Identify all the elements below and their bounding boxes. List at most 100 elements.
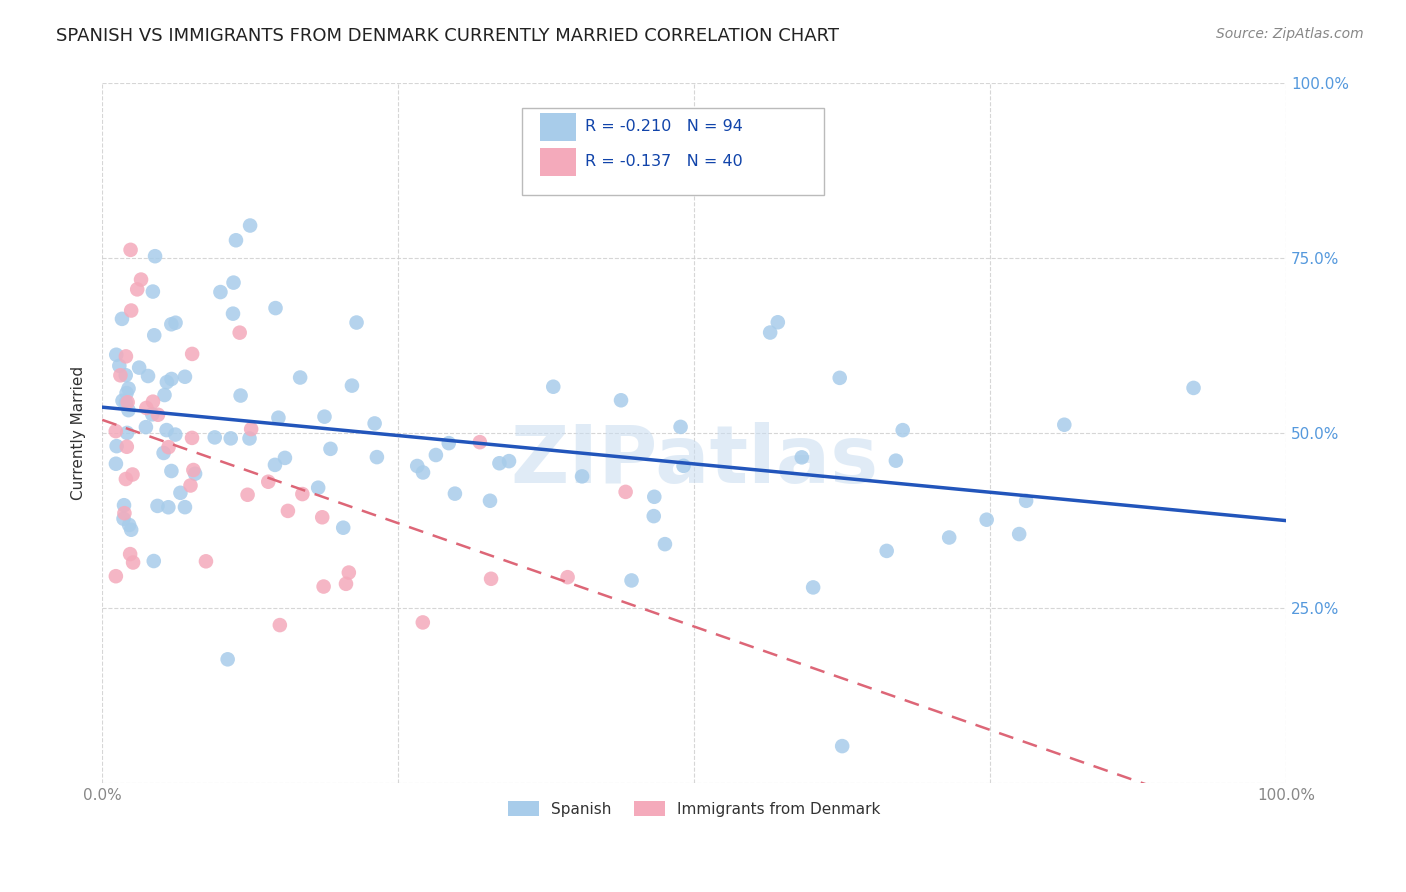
Point xyxy=(129,272,152,286)
Point xyxy=(1008,527,1031,541)
Y-axis label: Currently Married: Currently Married xyxy=(72,367,86,500)
Point xyxy=(759,326,782,340)
Point xyxy=(135,401,157,415)
Point xyxy=(425,448,447,462)
Point xyxy=(337,566,360,580)
Point xyxy=(157,500,180,515)
Point xyxy=(479,572,502,586)
Point xyxy=(155,423,177,437)
Point xyxy=(669,420,692,434)
Point xyxy=(118,518,141,533)
Point xyxy=(643,509,665,524)
Point xyxy=(332,521,354,535)
Point xyxy=(120,547,142,561)
Point xyxy=(120,243,142,257)
Point xyxy=(104,457,127,471)
Point xyxy=(115,440,138,454)
Point xyxy=(412,615,434,630)
Point xyxy=(120,523,142,537)
Point xyxy=(209,285,232,299)
Point xyxy=(437,436,460,450)
Point xyxy=(143,328,166,343)
Legend: Spanish, Immigrants from Denmark: Spanish, Immigrants from Denmark xyxy=(501,793,887,824)
Point xyxy=(654,537,676,551)
Point xyxy=(122,556,145,570)
Point xyxy=(165,427,187,442)
FancyBboxPatch shape xyxy=(540,112,575,141)
Point xyxy=(160,318,183,332)
Point xyxy=(117,382,139,396)
Point xyxy=(179,478,201,492)
Point xyxy=(229,388,252,402)
Point xyxy=(165,316,187,330)
Point xyxy=(274,450,297,465)
Point xyxy=(156,375,179,389)
Point xyxy=(277,504,299,518)
Text: ZIPatlas: ZIPatlas xyxy=(510,422,879,500)
Point xyxy=(236,488,259,502)
Point xyxy=(217,652,239,666)
Point xyxy=(312,580,335,594)
Point xyxy=(141,408,163,422)
Point xyxy=(184,467,207,481)
Point xyxy=(228,326,250,340)
Point xyxy=(571,469,593,483)
Point xyxy=(146,499,169,513)
Point xyxy=(111,311,134,326)
Point xyxy=(136,369,159,384)
Point xyxy=(219,431,242,445)
Point xyxy=(876,544,898,558)
Point xyxy=(142,554,165,568)
Point xyxy=(111,393,134,408)
Point xyxy=(104,424,127,438)
Point xyxy=(643,490,665,504)
Point xyxy=(291,487,314,501)
Point xyxy=(363,417,385,431)
Text: R = -0.137   N = 40: R = -0.137 N = 40 xyxy=(585,154,742,169)
Point xyxy=(790,450,813,465)
Point xyxy=(614,484,637,499)
Point xyxy=(143,249,166,263)
Point xyxy=(152,446,174,460)
Point xyxy=(160,372,183,386)
Point xyxy=(766,315,789,329)
Point xyxy=(105,439,128,453)
Point xyxy=(135,420,157,434)
Point xyxy=(238,432,260,446)
Point xyxy=(142,394,165,409)
Point xyxy=(269,618,291,632)
Point xyxy=(117,403,139,417)
Point xyxy=(307,481,329,495)
Point xyxy=(672,458,695,473)
Point xyxy=(488,456,510,470)
Point xyxy=(112,506,135,520)
Point xyxy=(335,577,357,591)
Point xyxy=(366,450,388,464)
Point xyxy=(264,301,287,315)
Text: R = -0.210   N = 94: R = -0.210 N = 94 xyxy=(585,120,742,135)
Point xyxy=(891,423,914,437)
Point xyxy=(264,458,287,472)
Text: Source: ZipAtlas.com: Source: ZipAtlas.com xyxy=(1216,27,1364,41)
Point xyxy=(828,371,851,385)
Point xyxy=(110,368,132,383)
Point xyxy=(976,513,998,527)
Point xyxy=(115,386,138,401)
Point xyxy=(157,440,180,454)
Point xyxy=(498,454,520,468)
Point xyxy=(239,219,262,233)
Point xyxy=(240,422,263,436)
Point xyxy=(115,425,138,440)
Point xyxy=(115,472,138,486)
Point xyxy=(412,466,434,480)
Text: SPANISH VS IMMIGRANTS FROM DENMARK CURRENTLY MARRIED CORRELATION CHART: SPANISH VS IMMIGRANTS FROM DENMARK CURRE… xyxy=(56,27,839,45)
Point xyxy=(115,350,138,364)
Point xyxy=(146,408,169,422)
Point xyxy=(1182,381,1205,395)
Point xyxy=(108,359,131,373)
Point xyxy=(831,739,853,753)
Point xyxy=(801,581,824,595)
Point xyxy=(222,307,245,321)
Point xyxy=(620,574,643,588)
Point xyxy=(610,393,633,408)
